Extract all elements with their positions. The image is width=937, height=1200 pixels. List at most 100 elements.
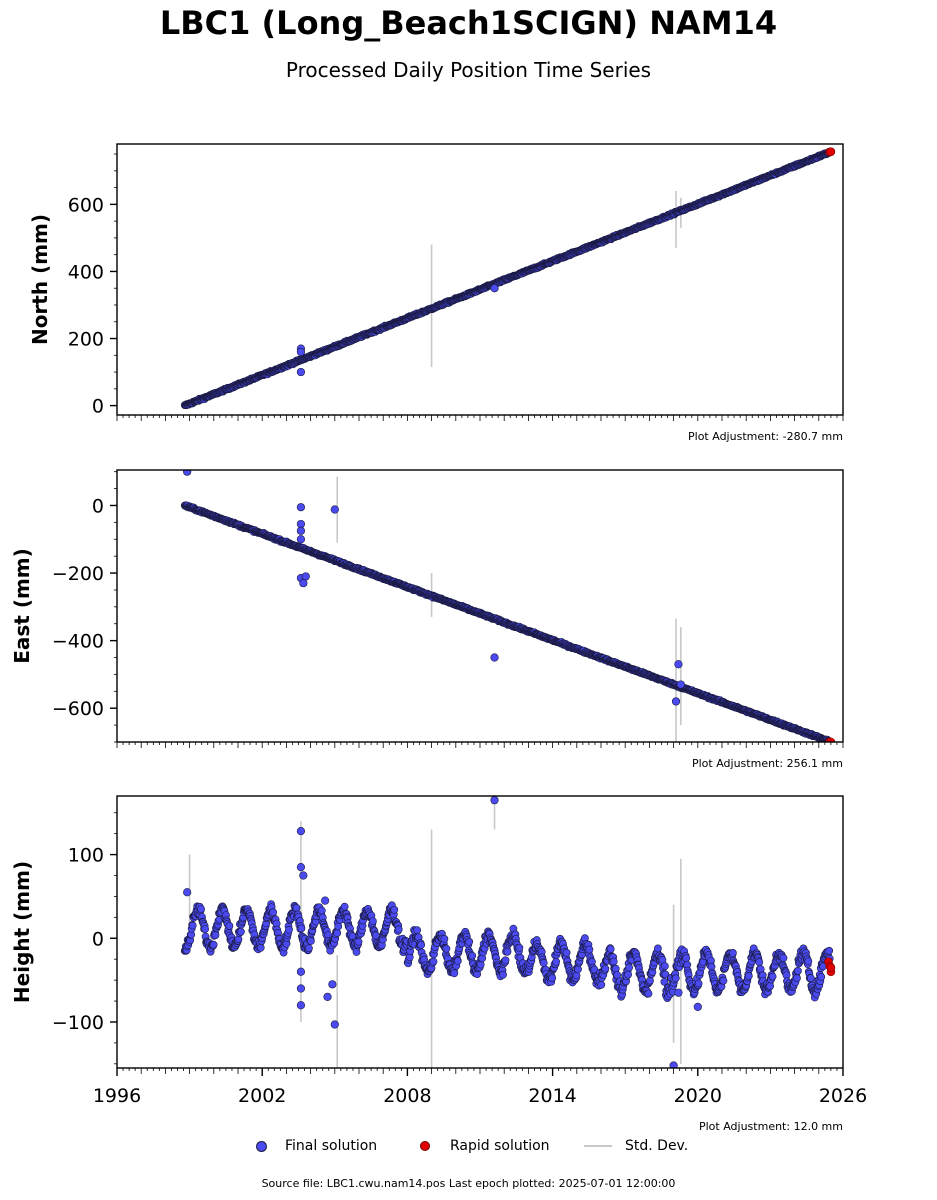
final-point	[417, 941, 425, 949]
final-point	[624, 970, 632, 979]
final-point	[453, 957, 462, 965]
y-ticks-north	[110, 153, 117, 407]
y-tick-label: 100	[68, 845, 104, 867]
final-point	[503, 947, 512, 956]
legend-stddev: Std. Dev.	[584, 1138, 688, 1154]
x-tick-label: 2014	[528, 1085, 576, 1107]
source-footer: Source file: LBC1.cwu.nam14.pos Last epo…	[261, 1177, 676, 1190]
chart-title: LBC1 (Long_Beach1SCIGN) NAM14	[159, 4, 778, 42]
final-point	[825, 946, 834, 955]
panel-east: −600 −400 −200 0 East (mm) Plot Adjustment: 2…	[10, 469, 844, 770]
outlier-point-east-8	[330, 505, 339, 514]
final-points-north	[180, 147, 834, 410]
final-point	[390, 905, 399, 914]
plot-adjustment-height: Plot Adjustment: 12.0 mm	[699, 1120, 843, 1133]
panel-height: 1996 2002 2008 2014 2020 2026 −100 0 100 Height (…	[10, 795, 867, 1133]
outlier-point-east-1	[296, 503, 306, 512]
final-point	[501, 956, 510, 965]
outlier-point-east-7	[299, 579, 308, 588]
final-point	[562, 948, 571, 957]
rapid-marker-icon	[420, 1141, 430, 1151]
outlier-point-east-6	[301, 572, 310, 581]
final-point	[317, 906, 326, 915]
final-point	[515, 943, 524, 952]
final-point	[354, 937, 363, 946]
outlier-point-east-4	[296, 535, 306, 544]
x-ticks-height	[116, 1068, 844, 1076]
y-ticks-height	[110, 812, 117, 1065]
outlier-point-height-14	[693, 1002, 702, 1012]
final-point	[188, 921, 197, 930]
final-point	[817, 973, 826, 981]
final-point	[601, 964, 610, 973]
final-point	[269, 908, 277, 917]
outlier-point-height-5	[296, 984, 306, 993]
y-tick-label: 600	[68, 194, 104, 216]
final-point	[768, 972, 777, 981]
final-point	[394, 925, 403, 934]
plot-adjustment-north: Plot Adjustment: -280.7 mm	[688, 430, 843, 443]
final-marker-icon	[256, 1140, 267, 1152]
final-point	[671, 974, 680, 983]
outlier-point-height-2	[296, 863, 306, 872]
final-point	[285, 925, 293, 934]
final-point	[611, 964, 620, 973]
final-point	[585, 945, 594, 954]
plot-area-north	[180, 147, 836, 410]
y-tick-label: −400	[52, 631, 104, 653]
final-point	[440, 935, 449, 943]
final-point	[755, 958, 764, 967]
x-tick-label: 2008	[383, 1085, 431, 1107]
x-tick-label: 2026	[819, 1085, 867, 1107]
outlier-point-east-11	[674, 660, 683, 669]
x-tick-label: 2002	[238, 1085, 286, 1107]
outlier-point-height-11	[490, 796, 499, 805]
plot-area-east	[180, 470, 836, 742]
legend-final-label: Final solution	[285, 1138, 378, 1154]
y-tick-label: 0	[92, 928, 104, 950]
final-point	[209, 940, 218, 949]
final-point	[499, 970, 507, 979]
final-point	[413, 926, 421, 935]
final-point	[682, 954, 691, 963]
final-point	[744, 972, 753, 980]
final-point	[225, 922, 234, 930]
final-point	[292, 904, 301, 912]
y-tick-label: −200	[52, 563, 104, 585]
y-tick-label: 200	[68, 329, 104, 351]
outlier-point-height-3	[299, 871, 308, 880]
outlier-point-height-6	[296, 1001, 306, 1010]
final-points-east	[180, 501, 834, 742]
outlier-point-east-12	[676, 680, 685, 689]
plot-adjustment-east: Plot Adjustment: 256.1 mm	[692, 757, 843, 770]
final-point	[719, 976, 728, 985]
legend-final: Final solution	[256, 1138, 377, 1154]
final-point	[646, 976, 654, 985]
final-point	[729, 949, 737, 957]
outlier-point-east-10	[671, 697, 681, 706]
y-axis-title-east: East (mm)	[10, 548, 34, 664]
final-point	[606, 945, 615, 953]
final-point	[442, 944, 451, 953]
final-point	[804, 957, 813, 966]
final-point	[766, 982, 774, 991]
y-axis-title-north: North (mm)	[28, 214, 52, 345]
panel-north: 0 200 400 600 North (mm) Plot Adjustment: -28…	[28, 143, 844, 443]
y-tick-label: 0	[92, 396, 104, 418]
final-point	[465, 937, 474, 946]
outlier-point-height-9	[328, 980, 337, 989]
axes-frame-north	[116, 143, 844, 416]
final-point	[297, 924, 306, 933]
outlier-point-height-8	[323, 992, 332, 1001]
final-point	[371, 931, 380, 940]
outlier-point-height-4	[296, 967, 306, 976]
outlier-point-height-0	[183, 888, 192, 897]
final-point	[552, 957, 560, 966]
final-point	[539, 959, 548, 967]
final-point	[236, 927, 245, 936]
final-points-height	[180, 900, 834, 1002]
final-point	[574, 965, 582, 974]
outlier-point-height-13	[674, 988, 683, 997]
final-point	[694, 979, 703, 988]
